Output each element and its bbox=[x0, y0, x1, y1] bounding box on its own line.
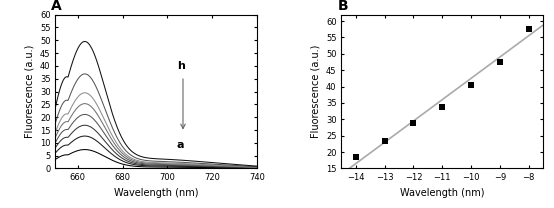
Point bbox=[524, 28, 533, 31]
Text: B: B bbox=[337, 0, 348, 13]
Point bbox=[466, 83, 475, 87]
Point bbox=[409, 121, 418, 124]
X-axis label: Wavelength (nm): Wavelength (nm) bbox=[400, 188, 484, 198]
Text: h: h bbox=[177, 61, 184, 71]
X-axis label: Wavelength (nm): Wavelength (nm) bbox=[114, 188, 198, 198]
Text: a: a bbox=[177, 140, 184, 150]
Y-axis label: Fluorescence (a.u.): Fluorescence (a.u.) bbox=[310, 45, 320, 138]
Text: A: A bbox=[52, 0, 62, 13]
Point bbox=[438, 105, 447, 109]
Point bbox=[380, 139, 389, 142]
Point bbox=[351, 155, 360, 159]
Y-axis label: Fluorescence (a.u.): Fluorescence (a.u.) bbox=[24, 45, 34, 138]
Point bbox=[495, 60, 504, 64]
